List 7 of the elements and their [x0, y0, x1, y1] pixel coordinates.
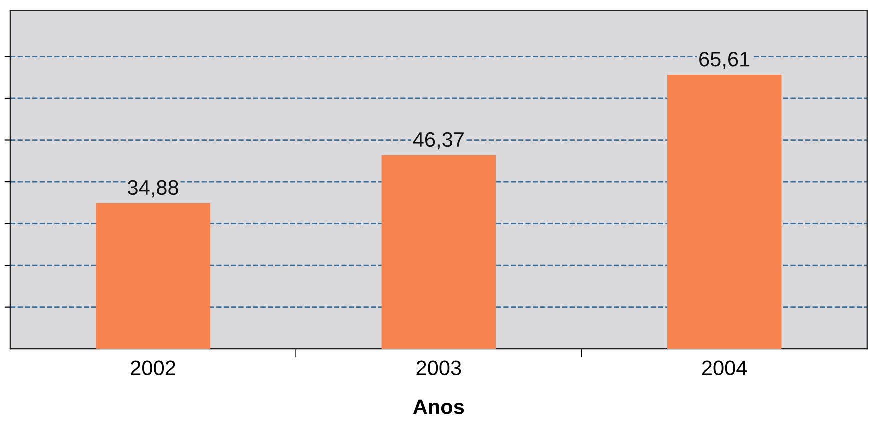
x-axis-title: Anos: [413, 400, 464, 414]
x-tick-label: 2004: [702, 360, 748, 376]
x-tick-label: 2002: [131, 360, 176, 376]
data-label: 34,88: [128, 180, 178, 198]
data-label: 46,37: [413, 132, 464, 150]
data-label: 65,61: [700, 52, 750, 70]
x-tick-label: 2003: [416, 360, 462, 376]
